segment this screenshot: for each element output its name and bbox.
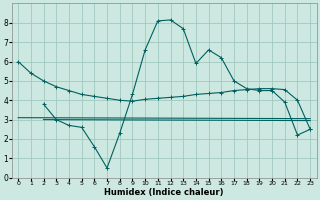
X-axis label: Humidex (Indice chaleur): Humidex (Indice chaleur) (104, 188, 224, 197)
